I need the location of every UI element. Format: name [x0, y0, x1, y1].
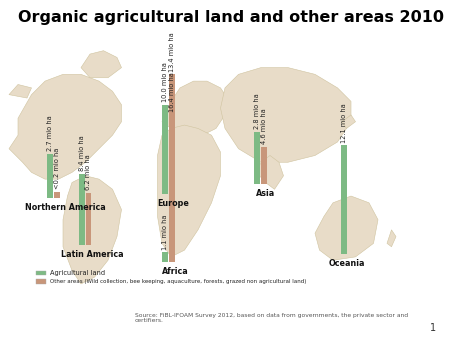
Text: Source: FiBL-IFOAM Survey 2012, based on data from governments, the private sect: Source: FiBL-IFOAM Survey 2012, based on…	[135, 313, 408, 323]
Bar	[86, 193, 91, 245]
Text: Africa: Africa	[162, 267, 189, 276]
Text: Other areas (Wild collection, bee keeping, aquaculture, forests, grazed non agri: Other areas (Wild collection, bee keepin…	[50, 279, 307, 284]
Text: Agricultural land: Agricultural land	[50, 270, 105, 276]
Bar	[36, 279, 46, 284]
Text: Oceania: Oceania	[328, 259, 365, 268]
Bar	[169, 115, 175, 262]
Text: Northern America: Northern America	[25, 203, 106, 212]
Bar	[79, 174, 85, 245]
Text: 6.2 mio ha: 6.2 mio ha	[86, 154, 91, 190]
Text: 13.4 mio ha: 13.4 mio ha	[169, 32, 175, 72]
Text: 2.7 mio ha: 2.7 mio ha	[47, 115, 53, 151]
Text: Organic agricultural land and other areas 2010: Organic agricultural land and other area…	[18, 10, 444, 25]
Text: Europe: Europe	[158, 199, 189, 209]
Bar	[254, 132, 260, 184]
Bar	[36, 271, 46, 275]
Bar	[54, 192, 60, 198]
Text: 2.8 mio ha: 2.8 mio ha	[254, 93, 260, 129]
Text: 4.6 mio ha: 4.6 mio ha	[261, 108, 267, 144]
Bar	[162, 252, 168, 262]
Text: 8.4 mio ha: 8.4 mio ha	[79, 136, 85, 171]
Text: 1: 1	[430, 323, 436, 333]
Text: Latin America: Latin America	[61, 250, 124, 259]
Bar	[162, 105, 168, 194]
Bar	[169, 74, 175, 194]
Text: 1.1 mio ha: 1.1 mio ha	[162, 214, 168, 250]
Text: <0.2 mio ha: <0.2 mio ha	[54, 148, 60, 189]
Bar	[47, 154, 53, 198]
Bar	[261, 147, 267, 184]
Text: Asia: Asia	[256, 189, 275, 198]
Text: 10.0 mio ha: 10.0 mio ha	[162, 62, 168, 102]
Text: 16.4 mio ha: 16.4 mio ha	[169, 72, 175, 112]
Bar	[341, 145, 347, 254]
Text: 12.1 mio ha: 12.1 mio ha	[341, 103, 347, 143]
